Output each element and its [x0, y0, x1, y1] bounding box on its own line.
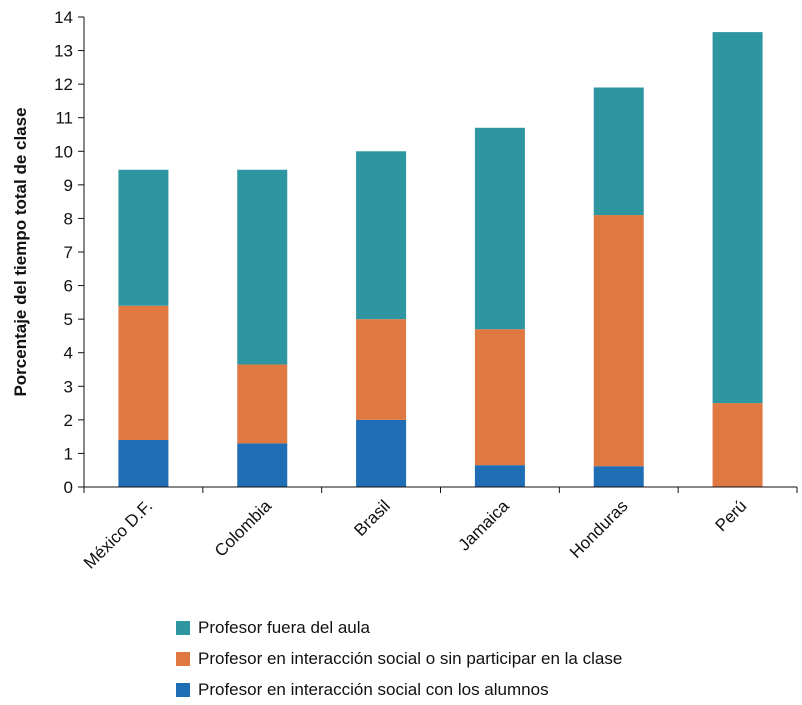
- y-tick-label: 10: [54, 142, 73, 161]
- legend-item-off-task: Profesor en interacción social o sin par…: [176, 643, 622, 674]
- x-tick-label: Perú: [712, 496, 751, 535]
- bar-segment: [356, 419, 407, 487]
- legend-label: Profesor fuera del aula: [198, 617, 370, 637]
- y-tick-label: 0: [64, 478, 73, 497]
- legend-item-outside-classroom: Profesor fuera del aula: [176, 612, 622, 643]
- bar-segment: [593, 466, 644, 487]
- bar-segment: [474, 465, 525, 487]
- bar-segment: [356, 151, 407, 320]
- bars-group: [118, 32, 763, 487]
- chart: Porcentaje del tiempo total de clase 012…: [11, 8, 798, 573]
- y-tick-label: 9: [64, 176, 73, 195]
- bar-segment: [118, 169, 169, 306]
- bar-segment: [593, 87, 644, 216]
- bar-segment: [237, 443, 288, 487]
- y-tick-label: 2: [64, 411, 73, 430]
- y-tick-label: 11: [55, 109, 73, 128]
- bar-segment: [474, 127, 525, 330]
- legend-label: Profesor en interacción social con los a…: [198, 679, 549, 699]
- y-tick-label: 6: [64, 277, 73, 296]
- y-axis-label: Porcentaje del tiempo total de clase: [11, 107, 30, 396]
- bar-segment: [474, 329, 525, 466]
- legend-swatch: [176, 651, 190, 666]
- y-tick-label: 1: [64, 444, 73, 463]
- legend-swatch: [176, 620, 190, 635]
- y-tick-label: 12: [54, 75, 73, 94]
- bar-segment: [593, 215, 644, 467]
- bar-segment: [118, 305, 169, 440]
- y-tick-label: 5: [64, 310, 73, 329]
- y-tick-label: 7: [64, 243, 73, 262]
- legend-item-social-with-students: Profesor en interacción social con los a…: [176, 674, 622, 705]
- bar-segment: [118, 440, 169, 487]
- y-tick-label: 4: [64, 344, 73, 363]
- legend-swatch: [176, 682, 190, 697]
- bar-segment: [237, 364, 288, 444]
- x-tick-label: Jamaica: [455, 496, 514, 555]
- y-tick-label: 8: [64, 209, 73, 228]
- x-tick-label: Honduras: [566, 496, 632, 562]
- legend-label: Profesor en interacción social o sin par…: [198, 648, 623, 668]
- y-tick-label: 14: [54, 8, 73, 27]
- x-tick-label: Brasil: [350, 496, 393, 539]
- x-tick-label: México D.F.: [80, 496, 156, 572]
- bar-segment: [712, 403, 763, 487]
- y-tick-label: 3: [64, 377, 73, 396]
- bar-segment: [237, 169, 288, 365]
- y-tick-label: 13: [54, 42, 73, 61]
- bar-segment: [712, 32, 763, 404]
- x-tick-label: Colombia: [211, 496, 276, 561]
- legend: Profesor fuera del aula Profesor en inte…: [176, 612, 622, 705]
- bar-segment: [356, 319, 407, 420]
